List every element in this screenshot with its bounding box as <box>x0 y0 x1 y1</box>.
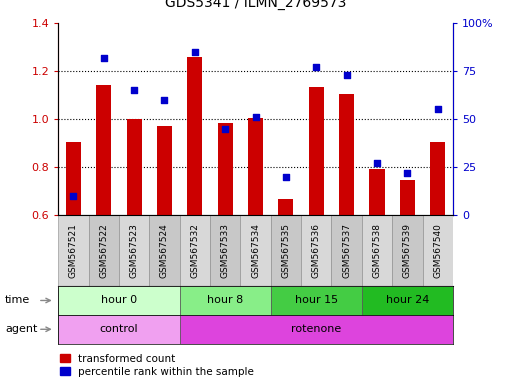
Bar <box>187 56 202 215</box>
Bar <box>247 118 263 215</box>
Bar <box>278 199 293 215</box>
Text: GSM567533: GSM567533 <box>220 223 229 278</box>
Point <box>281 174 289 180</box>
Bar <box>331 215 361 286</box>
Text: rotenone: rotenone <box>290 324 341 334</box>
Bar <box>58 286 179 315</box>
Point <box>99 55 108 61</box>
Point <box>342 72 350 78</box>
Text: hour 24: hour 24 <box>385 295 428 306</box>
Bar <box>391 215 422 286</box>
Bar <box>88 215 119 286</box>
Text: time: time <box>5 295 30 306</box>
Bar <box>58 315 179 344</box>
Text: GSM567538: GSM567538 <box>372 223 381 278</box>
Text: GSM567535: GSM567535 <box>281 223 290 278</box>
Bar <box>422 215 452 286</box>
Bar <box>240 215 270 286</box>
Bar <box>149 215 179 286</box>
Text: hour 0: hour 0 <box>100 295 137 306</box>
Text: GSM567539: GSM567539 <box>402 223 411 278</box>
Text: GDS5341 / ILMN_2769573: GDS5341 / ILMN_2769573 <box>165 0 345 10</box>
Bar <box>66 142 81 215</box>
Bar <box>308 87 323 215</box>
Point <box>130 87 138 93</box>
Point <box>312 64 320 70</box>
Bar <box>399 180 414 215</box>
Point <box>251 114 259 120</box>
Point <box>433 106 441 113</box>
Text: hour 8: hour 8 <box>207 295 243 306</box>
Point <box>221 126 229 132</box>
Bar <box>210 215 240 286</box>
Bar <box>179 215 210 286</box>
Point <box>69 193 77 199</box>
Bar <box>369 169 384 215</box>
Bar <box>157 126 172 215</box>
Bar <box>119 215 149 286</box>
Text: GSM567540: GSM567540 <box>432 223 441 278</box>
Text: GSM567521: GSM567521 <box>69 223 78 278</box>
Point <box>190 49 198 55</box>
Bar <box>270 286 361 315</box>
Text: agent: agent <box>5 324 37 334</box>
Bar <box>361 286 452 315</box>
Bar <box>300 215 331 286</box>
Text: control: control <box>99 324 138 334</box>
Point <box>402 170 411 176</box>
Point <box>372 160 380 166</box>
Bar <box>361 215 391 286</box>
Text: GSM567537: GSM567537 <box>341 223 350 278</box>
Bar <box>126 119 141 215</box>
Bar <box>58 215 88 286</box>
Bar <box>429 142 444 215</box>
Bar <box>179 286 270 315</box>
Text: GSM567523: GSM567523 <box>129 223 138 278</box>
Text: GSM567534: GSM567534 <box>250 223 260 278</box>
Text: hour 15: hour 15 <box>294 295 337 306</box>
Point <box>160 97 168 103</box>
Text: GSM567522: GSM567522 <box>99 223 108 278</box>
Bar <box>179 315 452 344</box>
Text: GSM567536: GSM567536 <box>311 223 320 278</box>
Bar <box>270 215 300 286</box>
Bar <box>217 122 232 215</box>
Bar <box>96 86 111 215</box>
Text: GSM567524: GSM567524 <box>160 223 169 278</box>
Bar <box>338 94 354 215</box>
Text: GSM567532: GSM567532 <box>190 223 199 278</box>
Legend: transformed count, percentile rank within the sample: transformed count, percentile rank withi… <box>58 351 256 379</box>
